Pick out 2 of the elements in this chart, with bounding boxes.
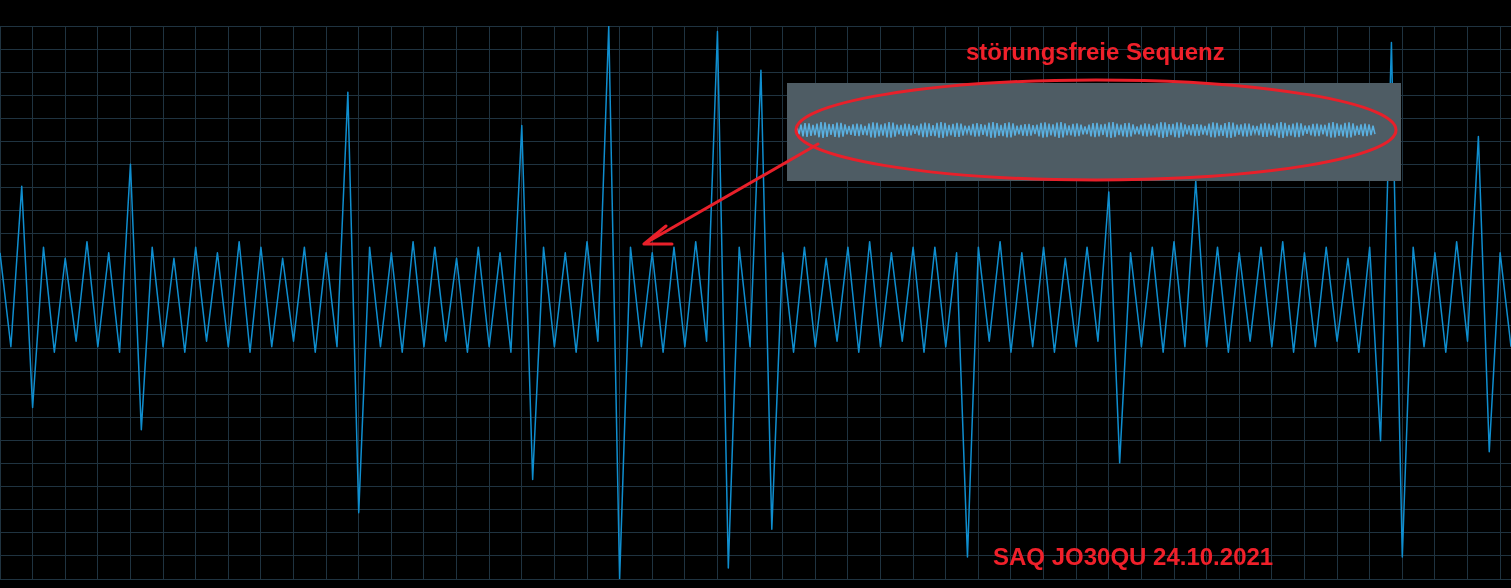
annotation: SAQ JO30QU 24.10.2021	[993, 543, 1274, 571]
annotation: störungsfreie Sequenz	[966, 38, 1225, 66]
